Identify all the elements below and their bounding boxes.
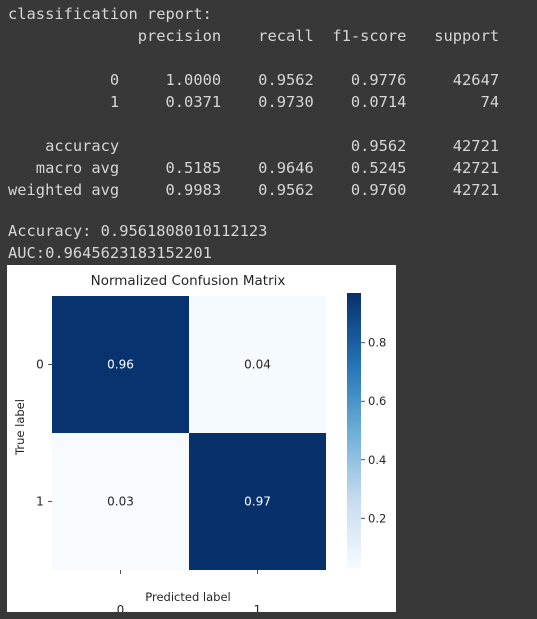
y-axis-label: True label bbox=[13, 399, 27, 456]
chart-title: Normalized Confusion Matrix bbox=[91, 273, 286, 289]
report-row-accuracy: accuracy 0.9562 42721 bbox=[8, 137, 500, 155]
report-header: classification report: bbox=[8, 5, 212, 23]
cell-value-0-0: 0.96 bbox=[107, 358, 134, 372]
report-column-headers: precision recall f1-score support bbox=[8, 27, 500, 45]
y-tick-label: 0 bbox=[36, 358, 44, 372]
report-row-weighted-avg: weighted avg 0.9983 0.9562 0.9760 42721 bbox=[8, 181, 500, 199]
colorbar-tick-label: 0.2 bbox=[368, 511, 386, 525]
matrix-cell-1-0 bbox=[52, 433, 189, 570]
report-row-class-0: 0 1.0000 0.9562 0.9776 42647 bbox=[8, 71, 500, 89]
colorbar-tick-label: 0.8 bbox=[368, 336, 386, 350]
x-tick-label: 1 bbox=[254, 603, 262, 612]
colorbar-ticks: 0.2 0.4 0.6 0.8 bbox=[361, 336, 386, 525]
confusion-matrix-figure: Normalized Confusion Matrix 0.96 0.04 0.03… bbox=[7, 265, 396, 612]
y-tick-label: 1 bbox=[36, 495, 44, 509]
heatmap-cells: 0.96 0.04 0.03 0.97 bbox=[52, 296, 326, 570]
matrix-cell-0-1 bbox=[189, 296, 326, 433]
x-axis-label: Predicted label bbox=[145, 590, 230, 604]
report-row-macro-avg: macro avg 0.5185 0.9646 0.5245 42721 bbox=[8, 159, 500, 177]
colorbar-tick-label: 0.4 bbox=[368, 453, 386, 467]
accuracy-output: Accuracy: 0.9561808010112123 bbox=[8, 222, 268, 240]
confusion-matrix-chart: Normalized Confusion Matrix 0.96 0.04 0.03… bbox=[13, 273, 386, 613]
matrix-cell-0-0 bbox=[52, 296, 189, 433]
x-tick-label: 0 bbox=[117, 603, 125, 612]
axis-ticks: 0 1 0 1 bbox=[36, 358, 261, 613]
colorbar bbox=[347, 293, 361, 568]
report-row-class-1: 1 0.0371 0.9730 0.0714 74 bbox=[8, 93, 500, 111]
auc-output: AUC:0.9645623183152201 bbox=[8, 244, 212, 262]
matrix-cell-1-1 bbox=[189, 433, 326, 570]
cell-value-1-1: 0.97 bbox=[244, 495, 271, 509]
colorbar-tick-label: 0.6 bbox=[368, 394, 386, 408]
cell-value-0-1: 0.04 bbox=[244, 358, 271, 372]
cell-value-1-0: 0.03 bbox=[107, 495, 134, 509]
